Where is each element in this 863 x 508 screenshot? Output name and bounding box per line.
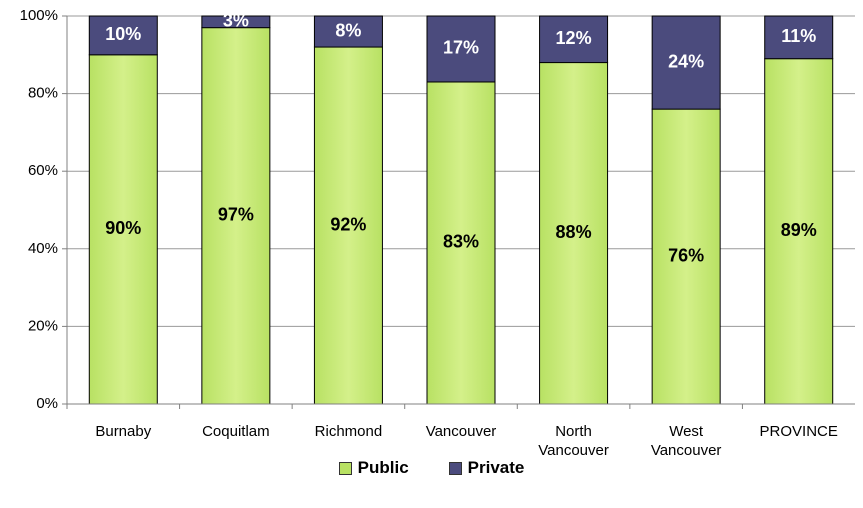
x-tick-label: Burnaby [95, 423, 152, 440]
data-label: 92% [330, 214, 366, 234]
bar-segment [539, 62, 609, 405]
y-tick-label: 100% [20, 7, 58, 24]
data-label: 76% [668, 245, 704, 265]
data-label: 88% [556, 222, 592, 242]
bar-segment [313, 46, 383, 405]
data-label: 12% [556, 28, 592, 48]
bar-segment [764, 58, 834, 405]
data-label: 8% [335, 20, 361, 40]
data-label: 90% [105, 218, 141, 238]
x-tick-label: PROVINCE [759, 423, 838, 440]
data-label: 11% [781, 26, 816, 46]
data-label: 17% [443, 38, 479, 58]
bar-segment [88, 15, 158, 56]
data-label: 24% [668, 51, 704, 71]
x-tick-label: Coquitlam [202, 423, 270, 440]
legend-label: Public [357, 458, 409, 477]
bar-segment [313, 15, 383, 48]
y-tick-label: 80% [28, 85, 58, 102]
bar-segment [651, 15, 721, 110]
data-label: 83% [443, 232, 479, 252]
x-tick-label: Vancouver [425, 423, 497, 440]
legend-swatch [338, 461, 352, 475]
bar-segment [651, 108, 721, 405]
legend: Public Private [0, 458, 863, 478]
bar-segment [426, 15, 496, 83]
legend-swatch [448, 461, 462, 475]
legend-label: Private [467, 458, 525, 477]
legend-item: Private [448, 458, 525, 478]
bar-segment [88, 54, 158, 405]
x-tick-label: North Vancouver [538, 423, 609, 459]
y-tick-label: 60% [28, 162, 58, 179]
y-tick-label: 20% [28, 317, 58, 334]
x-tick-label: Richmond [314, 423, 383, 440]
y-tick-label: 0% [36, 395, 58, 412]
data-label: 10% [105, 24, 141, 44]
bar-segment [201, 15, 271, 29]
data-label: 89% [781, 220, 817, 240]
legend-item: Public [338, 458, 409, 478]
x-tick-label: West Vancouver [650, 423, 722, 459]
y-tick-label: 40% [28, 240, 58, 257]
bar-segment [539, 15, 609, 64]
data-label: 97% [218, 205, 254, 225]
data-label: 3% [223, 11, 249, 31]
bar-segment [764, 15, 834, 60]
